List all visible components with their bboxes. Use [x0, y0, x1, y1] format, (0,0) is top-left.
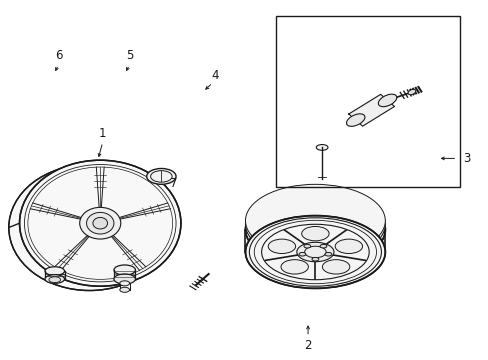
Ellipse shape	[346, 114, 364, 126]
Text: 1: 1	[99, 127, 106, 140]
Ellipse shape	[9, 165, 170, 291]
Ellipse shape	[114, 274, 135, 284]
Ellipse shape	[301, 226, 328, 241]
Ellipse shape	[245, 184, 385, 257]
Ellipse shape	[322, 260, 349, 274]
Ellipse shape	[146, 168, 176, 184]
Ellipse shape	[325, 252, 331, 256]
Ellipse shape	[120, 281, 129, 286]
Ellipse shape	[281, 260, 308, 274]
Ellipse shape	[80, 207, 121, 239]
Ellipse shape	[378, 94, 396, 107]
Ellipse shape	[245, 188, 385, 261]
Ellipse shape	[407, 89, 415, 95]
Text: 2: 2	[304, 339, 311, 352]
Ellipse shape	[114, 265, 135, 275]
Ellipse shape	[298, 252, 305, 256]
Ellipse shape	[20, 160, 181, 286]
Ellipse shape	[311, 257, 318, 261]
Polygon shape	[348, 94, 394, 126]
Ellipse shape	[45, 275, 64, 283]
Bar	[276, 16, 459, 187]
Ellipse shape	[93, 217, 107, 229]
Ellipse shape	[245, 216, 385, 288]
Text: 6: 6	[55, 49, 62, 62]
Ellipse shape	[319, 244, 326, 248]
Text: 5: 5	[125, 49, 133, 62]
Ellipse shape	[304, 244, 310, 248]
Ellipse shape	[334, 239, 362, 253]
Ellipse shape	[245, 193, 385, 266]
Ellipse shape	[316, 144, 327, 150]
Ellipse shape	[49, 277, 61, 283]
Text: 7: 7	[169, 177, 177, 190]
Text: 3: 3	[462, 152, 470, 165]
Text: 4: 4	[211, 69, 219, 82]
Ellipse shape	[268, 239, 295, 253]
Ellipse shape	[120, 287, 129, 292]
Ellipse shape	[296, 242, 333, 262]
Ellipse shape	[86, 212, 114, 234]
Ellipse shape	[45, 267, 64, 275]
